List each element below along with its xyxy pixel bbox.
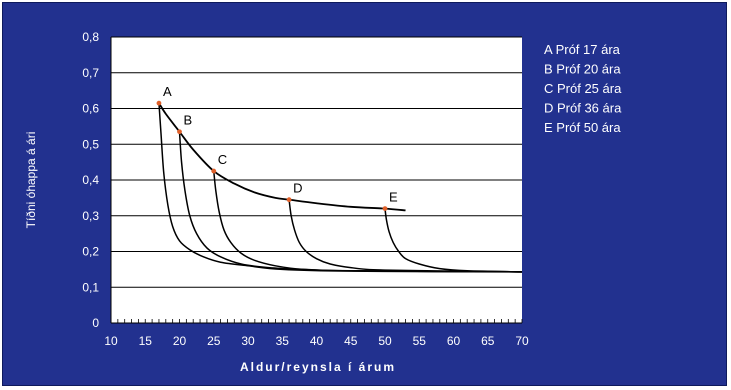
- y-tick-label: 0,2: [82, 245, 99, 259]
- x-tick-label: 15: [139, 334, 153, 348]
- point-marker: [177, 129, 182, 135]
- point-label: D: [293, 181, 302, 196]
- x-tick-label: 40: [310, 334, 324, 348]
- x-tick-label: 60: [447, 334, 461, 348]
- y-tick-label: 0,8: [82, 30, 99, 44]
- y-tick-label: 0,1: [82, 280, 99, 294]
- x-axis-title: Aldur/reynsla í árum: [240, 360, 396, 374]
- legend-entry: D Próf 36 ára: [544, 101, 622, 116]
- point-marker: [211, 168, 217, 174]
- point-label: E: [389, 190, 398, 205]
- chart: AB C D E 10 15 20 25 30 35 40 45 50 55 60 65 70 0 0,1 0,2…: [24, 30, 622, 374]
- legend-entry: C Próf 25 ára: [544, 81, 622, 96]
- x-tick-label: 20: [173, 334, 187, 348]
- point-marker: [286, 197, 292, 203]
- experience-curve: [288, 199, 523, 273]
- x-tick-label: 45: [344, 334, 358, 348]
- y-axis: 0 0,1 0,2 0,3 0,4 0,5 0,6 0,7 0,8: [82, 30, 99, 330]
- point-label: A: [163, 84, 172, 99]
- x-tick-label: 65: [481, 334, 495, 348]
- y-tick-label: 0,3: [82, 209, 99, 223]
- legend-entry: E Próf 50 ára: [544, 120, 621, 135]
- y-axis-title: Tíðni óhappa á ári: [24, 132, 38, 229]
- y-tick-label: 0,4: [82, 173, 99, 187]
- point-marker: [382, 206, 388, 212]
- x-tick-label: 25: [207, 334, 221, 348]
- legend-entry: B Próf 20 ára: [544, 62, 621, 77]
- x-tick-label: 35: [276, 334, 290, 348]
- point-label: C: [218, 152, 227, 167]
- y-tick-label: 0,7: [82, 66, 99, 80]
- point-marker: [156, 100, 162, 106]
- point-markers: AB C D E: [156, 84, 398, 212]
- legend: A Próf 17 ára B Próf 20 ára C Próf 25 ára D…: [544, 42, 622, 135]
- experience-curve: [213, 170, 523, 273]
- y-tick-label: 0,5: [82, 137, 99, 151]
- experience-curve: [384, 208, 523, 273]
- x-tick-label: 70: [515, 334, 529, 348]
- x-tick-label: 55: [413, 334, 427, 348]
- x-axis: 10 15 20 25 30 35 40 45 50 55 60 65 70: [104, 319, 529, 348]
- x-tick-label: 10: [104, 334, 118, 348]
- y-tick-label: 0,6: [82, 102, 99, 116]
- legend-entry: A Próf 17 ára: [544, 42, 621, 57]
- x-tick-label: 30: [241, 334, 255, 348]
- point-label: B: [184, 113, 193, 128]
- x-tick-label: 50: [378, 334, 392, 348]
- y-tick-label: 0: [92, 316, 99, 330]
